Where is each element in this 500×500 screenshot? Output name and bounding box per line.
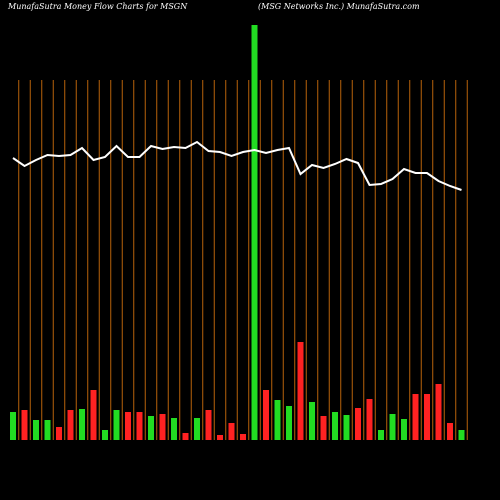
- chart-title: MunafaSutra Money Flow Charts for MSGN: [7, 2, 188, 11]
- bar: [102, 430, 108, 440]
- bar: [343, 415, 350, 440]
- bar: [286, 406, 292, 440]
- bar: [90, 390, 97, 440]
- bar: [159, 414, 166, 440]
- bar: [79, 409, 85, 440]
- bar: [56, 427, 62, 440]
- bar: [378, 430, 384, 440]
- bar: [205, 410, 212, 440]
- bar: [401, 419, 407, 440]
- bar: [355, 408, 361, 440]
- bar: [332, 412, 338, 440]
- bar: [44, 420, 51, 440]
- bar: [412, 394, 419, 440]
- chart-subtitle: (MSG Networks Inc.) MunafaSutra.com: [258, 2, 420, 11]
- bar: [125, 412, 131, 440]
- bar: [113, 410, 120, 440]
- bar: [389, 414, 396, 440]
- bar: [182, 433, 189, 440]
- line: [12, 140, 462, 191]
- bar: [320, 416, 327, 440]
- bar: [309, 402, 315, 440]
- bar: [194, 418, 200, 440]
- bar: [366, 399, 373, 440]
- bar: [228, 423, 235, 440]
- bar: [10, 412, 16, 440]
- bar: [251, 25, 258, 440]
- bar: [274, 400, 281, 440]
- bar: [240, 434, 246, 440]
- bar: [458, 430, 465, 440]
- bar: [217, 435, 223, 440]
- bar: [148, 416, 154, 440]
- bar: [33, 420, 39, 440]
- bar: [424, 394, 430, 440]
- bar: [136, 412, 143, 440]
- bar: [297, 342, 304, 440]
- bar: [171, 418, 177, 440]
- bar: [447, 423, 453, 440]
- bar: [67, 410, 74, 440]
- bar: [435, 384, 442, 440]
- bar: [21, 410, 28, 440]
- bar: [263, 390, 269, 440]
